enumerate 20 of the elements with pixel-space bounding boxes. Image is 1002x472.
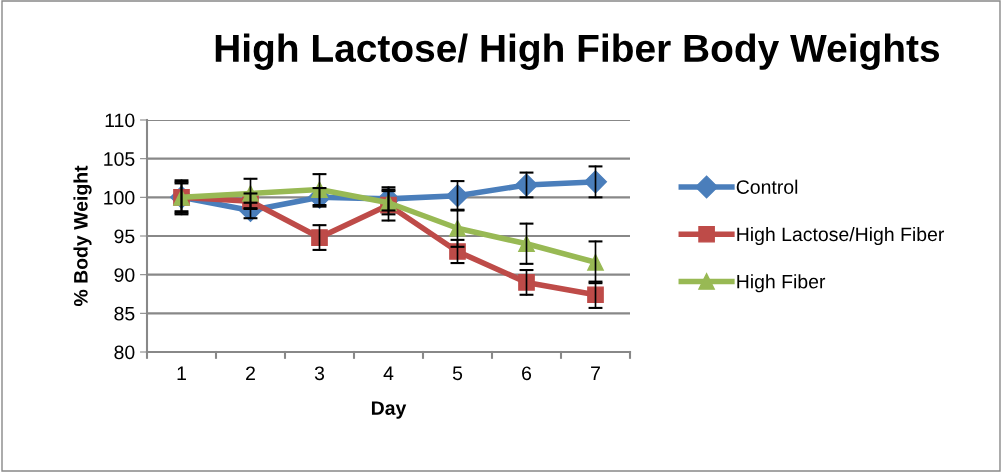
x-tick-label: 4 [383, 366, 394, 380]
x-axis-title: Day [371, 401, 407, 419]
y-tick-label: 90 [114, 268, 135, 282]
y-tick-label: 105 [104, 152, 135, 166]
chart-title: High Lactose/ High Fiber Body Weights [215, 33, 940, 70]
x-tick-label: 1 [177, 366, 186, 380]
y-tick-label: 85 [114, 306, 135, 321]
y-tick-label: 95 [114, 229, 135, 244]
x-tick-label: 2 [246, 366, 255, 380]
x-tick-label: 6 [522, 366, 532, 381]
y-tick-label: 80 [114, 345, 135, 360]
x-tick-label: 3 [314, 366, 325, 381]
x-tick-label: 5 [452, 366, 463, 381]
y-axis-title: % Body Weight [73, 165, 92, 307]
legend-label: High Fiber [737, 274, 826, 293]
y-tick-label: 100 [104, 190, 135, 205]
legend-label: High Lactose/High Fiber [737, 226, 945, 246]
x-tick-label: 7 [591, 366, 600, 380]
y-tick-label: 110 [105, 113, 135, 128]
legend-label: Control [736, 179, 798, 194]
